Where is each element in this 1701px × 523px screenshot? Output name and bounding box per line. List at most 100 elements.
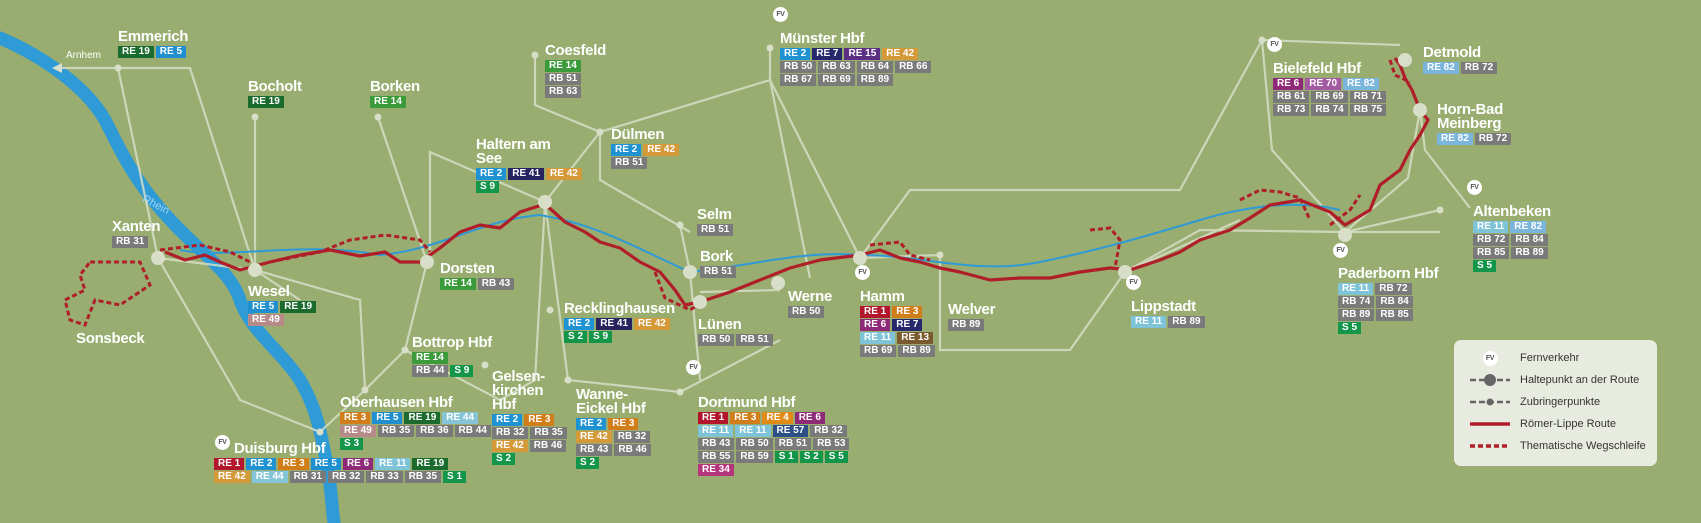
- line-badge: RB 36: [416, 425, 453, 437]
- station-name: Altenbeken: [1473, 203, 1551, 220]
- line-badge: RE 6: [794, 412, 825, 424]
- station-name: Borken: [370, 78, 420, 95]
- line-badge: RE 42: [634, 318, 670, 330]
- line-badge: RB 72: [1473, 234, 1510, 246]
- station-dortmund: Dortmund Hbf RE 1 RE 3 RE 4 RE 6 RE 11 RE 11 RE…: [698, 394, 850, 476]
- station-emmerich: Emmerich RE 19 RE 5: [118, 29, 188, 58]
- line-badges: RE 19: [248, 96, 302, 108]
- line-badge: RB 84: [1511, 234, 1548, 246]
- station-name: Bielefeld Hbf: [1273, 60, 1361, 77]
- station-bielefeld: Bielefeld Hbf RE 6 RE 70 RE 82 RB 61 RB 69 RB …: [1273, 60, 1387, 116]
- line-badge: S 9: [450, 365, 474, 377]
- line-badges: RE 14 RB 51 RB 63: [545, 60, 606, 98]
- line-badge: RB 74: [1338, 296, 1375, 308]
- line-badge: RE 1: [860, 306, 891, 318]
- station-name: Coesfeld: [545, 42, 606, 59]
- line-badge: S 1: [774, 451, 798, 463]
- line-badge: RB 35: [530, 427, 567, 439]
- line-badge: RE 3: [524, 414, 555, 426]
- line-badge: RE 82: [1510, 221, 1547, 233]
- line-badge: RE 34: [698, 464, 734, 476]
- line-badge: RE 1: [214, 458, 245, 470]
- line-badge: RB 74: [1311, 104, 1348, 116]
- line-badge: RE 19: [412, 458, 449, 470]
- line-badge: RE 2: [780, 48, 811, 60]
- line-badges: RE 11 RE 82 RB 72 RB 84 RB 85 RB 89 S 5: [1473, 221, 1551, 272]
- line-badge: S 9: [476, 181, 500, 193]
- line-badges: RE 82 RB 72: [1423, 62, 1498, 74]
- line-badge: RB 44: [454, 425, 491, 437]
- line-badge: RB 73: [1273, 104, 1310, 116]
- station-name: Sonsbeck: [76, 330, 145, 347]
- station-lippstadt: Lippstadt RE 11 RB 89: [1131, 299, 1205, 328]
- fv-icon: FV: [855, 265, 870, 280]
- line-badges: RE 1 RE 3 RE 6 RE 7 RE 11 RE 13 RB 69 RB 89: [860, 306, 935, 357]
- line-badge: RE 14: [545, 60, 581, 72]
- line-badge: RB 46: [529, 440, 567, 452]
- line-badge: RE 82: [1437, 133, 1473, 145]
- line-badge: RE 2: [611, 144, 642, 156]
- line-badges: RE 14 RB 44 S 9: [412, 352, 492, 377]
- station-borken: Borken RE 14: [370, 78, 420, 108]
- station-bork: Bork RB 51: [700, 249, 737, 278]
- line-badge: RE 3: [608, 418, 639, 430]
- stop-marker-icon: [1468, 370, 1512, 390]
- line-badge: RE 3: [730, 412, 761, 424]
- line-badge: RB 51: [611, 157, 648, 169]
- line-badge: RB 31: [289, 471, 326, 483]
- station-name: Wanne-Eickel Hbf: [576, 386, 646, 417]
- station-luenen: Lünen RB 50 RB 51: [698, 317, 773, 346]
- line-badge: RB 43: [576, 444, 613, 456]
- line-badge: RE 14: [370, 96, 406, 108]
- line-badge: RE 1: [698, 412, 729, 424]
- line-badge: RB 75: [1349, 104, 1387, 116]
- line-badge: RE 13: [897, 332, 934, 344]
- line-badge: RE 2: [576, 418, 607, 430]
- line-badge: RB 32: [613, 431, 651, 443]
- line-badge: RE 42: [492, 440, 528, 452]
- line-badge: RB 69: [818, 74, 855, 86]
- legend-item-wegschleife: Thematische Wegschleife: [1468, 436, 1646, 456]
- line-badge: RB 72: [1375, 283, 1412, 295]
- line-badge: RE 42: [643, 144, 680, 156]
- station-name: Bocholt: [248, 78, 302, 95]
- line-badge: RE 11: [735, 425, 771, 437]
- line-badge: RE 11: [698, 425, 734, 437]
- line-badges: RE 5 RE 19 RE 49: [248, 301, 317, 326]
- station-name: Oberhausen Hbf: [340, 394, 453, 411]
- line-badge: RE 70: [1305, 78, 1342, 90]
- line-badge: RB 32: [492, 427, 529, 439]
- arnhem-label: Arnhem: [66, 50, 102, 61]
- line-badge: RB 46: [614, 444, 651, 456]
- station-xanten: Xanten RB 31: [112, 219, 161, 248]
- line-badge: RE 42: [576, 431, 612, 443]
- station-name: Dortmund Hbf: [698, 394, 796, 411]
- station-altenbeken: Altenbeken RE 11 RE 82 RB 72 RB 84 RB 85 RB 89…: [1473, 203, 1551, 272]
- line-badge: S 2: [576, 457, 600, 469]
- line-badge: RB 89: [1511, 247, 1548, 259]
- station-name: Wesel: [248, 283, 290, 300]
- fv-icon: FV: [1467, 180, 1482, 195]
- line-badge: RB 61: [1273, 91, 1310, 103]
- line-badge: RE 7: [892, 319, 923, 331]
- line-badge: RE 15: [844, 48, 881, 60]
- station-name: Münster Hbf: [780, 30, 865, 47]
- legend-item-fernverkehr: FV Fernverkehr: [1468, 348, 1579, 368]
- line-badge: RE 41: [508, 168, 545, 180]
- line-badge: RB 66: [895, 61, 932, 73]
- line-badge: RB 64: [856, 61, 894, 73]
- station-name: Dülmen: [611, 126, 665, 143]
- line-badge: RB 63: [818, 61, 855, 73]
- line-badges: RE 2 RE 7 RE 15 RE 42 RB 50 RB 63 RB 64 RB 66 RB…: [780, 48, 932, 86]
- line-badge: RB 89: [948, 319, 985, 331]
- station-name: Dorsten: [440, 260, 495, 277]
- station-selm: Selm RB 51: [697, 207, 734, 236]
- station-werne: Werne RB 50: [788, 289, 832, 318]
- station-haltern: Haltern am See RE 2 RE 41 RE 42 S 9: [476, 137, 582, 193]
- line-badge: RE 6: [860, 319, 891, 331]
- station-duisburg: Duisburg Hbf RE 1 RE 2 RE 3 RE 5 RE 6 RE 11 RE …: [214, 441, 467, 483]
- station-hornbad: Horn-Bad Meinberg RE 82 RB 72: [1437, 102, 1517, 145]
- line-badge: RB 59: [736, 451, 773, 463]
- line-badge: RB 53: [813, 438, 850, 450]
- station-hamm: Hamm RE 1 RE 3 RE 6 RE 7 RE 11 RE 13 RB 69 RB 89: [860, 289, 935, 357]
